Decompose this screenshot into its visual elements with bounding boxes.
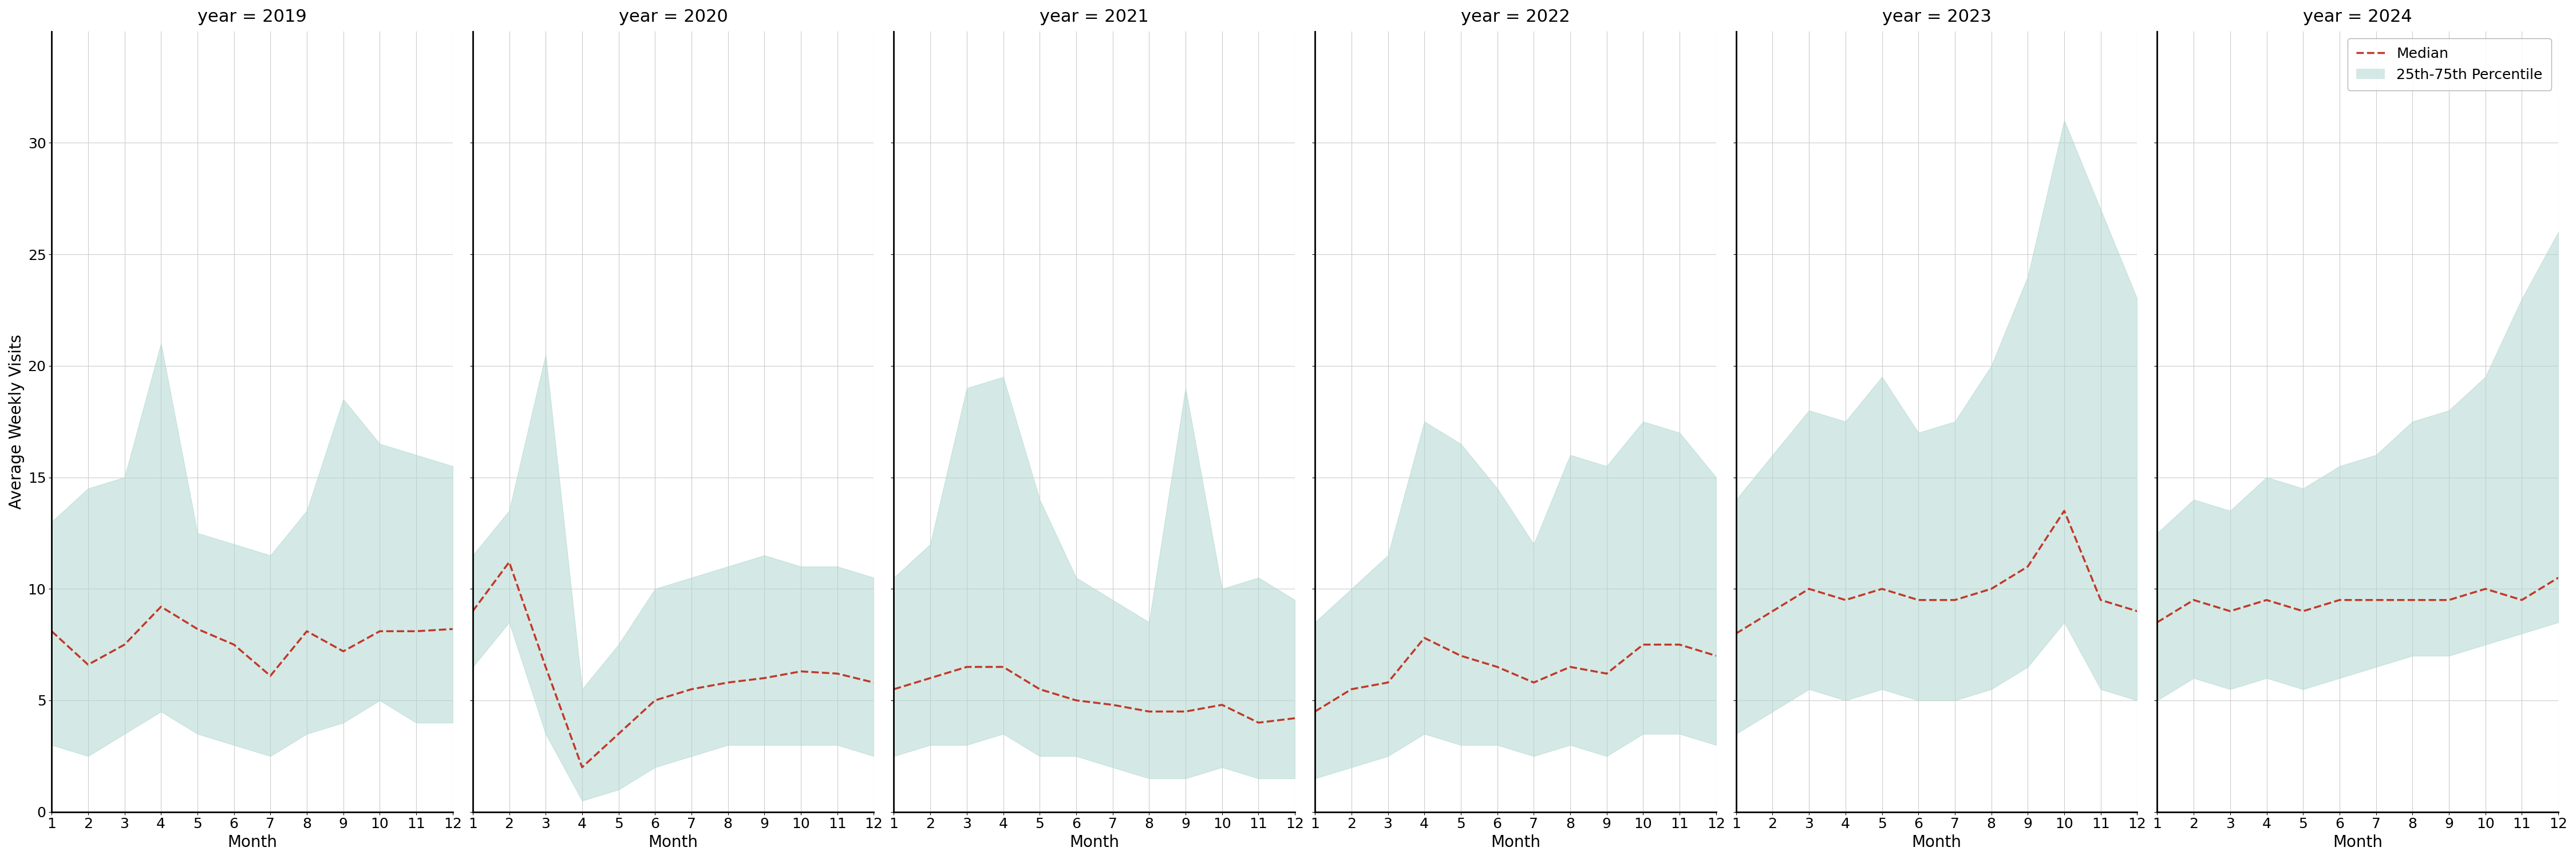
Median bbox=[144, 601, 175, 612]
Median bbox=[1170, 706, 1200, 716]
Median bbox=[2123, 606, 2154, 616]
Median bbox=[1298, 706, 1329, 716]
Median bbox=[987, 661, 1018, 672]
Median bbox=[878, 684, 909, 694]
Title: year = 2021: year = 2021 bbox=[1041, 9, 1149, 25]
Line: Median: Median bbox=[52, 606, 453, 676]
Median bbox=[1061, 695, 1092, 705]
Median bbox=[495, 557, 526, 567]
Median bbox=[531, 661, 562, 672]
Median bbox=[951, 661, 981, 672]
Median bbox=[1280, 713, 1311, 723]
Median bbox=[1700, 650, 1731, 661]
X-axis label: Month: Month bbox=[649, 834, 698, 850]
Median bbox=[1904, 595, 1935, 606]
Median bbox=[219, 639, 250, 649]
Median bbox=[2048, 506, 2079, 516]
Line: Median: Median bbox=[474, 562, 873, 767]
Title: year = 2020: year = 2020 bbox=[618, 9, 729, 25]
Median bbox=[1829, 595, 1860, 606]
Median bbox=[2360, 595, 2391, 606]
Y-axis label: Average Weekly Visits: Average Weekly Visits bbox=[8, 334, 26, 509]
Median bbox=[675, 684, 706, 694]
X-axis label: Month: Month bbox=[1911, 834, 1960, 850]
Median bbox=[1097, 700, 1128, 710]
Title: year = 2023: year = 2023 bbox=[1883, 9, 1991, 25]
Median bbox=[858, 678, 889, 688]
Median bbox=[2141, 617, 2172, 627]
Median bbox=[2506, 595, 2537, 606]
Median bbox=[1481, 661, 1512, 672]
Median bbox=[1337, 684, 1368, 694]
Median bbox=[291, 626, 322, 637]
X-axis label: Month: Month bbox=[1069, 834, 1121, 850]
Median bbox=[1793, 584, 1824, 594]
Median bbox=[459, 606, 489, 616]
Median bbox=[2434, 595, 2465, 606]
Median bbox=[1409, 633, 1440, 643]
Median bbox=[2012, 562, 2043, 572]
X-axis label: Month: Month bbox=[1492, 834, 1540, 850]
Title: year = 2019: year = 2019 bbox=[198, 9, 307, 25]
Median bbox=[1664, 639, 1695, 649]
Median bbox=[2470, 584, 2501, 594]
Median bbox=[822, 668, 853, 679]
Median bbox=[402, 626, 433, 637]
Median bbox=[2251, 595, 2282, 606]
Line: Median: Median bbox=[1736, 511, 2138, 633]
Median bbox=[1445, 650, 1476, 661]
Legend: Median, 25th-75th Percentile: Median, 25th-75th Percentile bbox=[2347, 39, 2550, 90]
Median bbox=[2287, 606, 2318, 616]
Median bbox=[438, 624, 469, 634]
Median bbox=[714, 678, 744, 688]
Median bbox=[1556, 661, 1587, 672]
Line: Median: Median bbox=[1314, 638, 1716, 711]
Median bbox=[1025, 684, 1056, 694]
X-axis label: Month: Month bbox=[227, 834, 278, 850]
Median bbox=[36, 626, 67, 637]
Title: year = 2022: year = 2022 bbox=[1461, 9, 1571, 25]
Median bbox=[1868, 584, 1899, 594]
Median bbox=[639, 695, 670, 705]
Median bbox=[1517, 678, 1548, 688]
Median bbox=[1721, 628, 1752, 638]
Median bbox=[363, 626, 394, 637]
Median bbox=[255, 671, 286, 681]
Median bbox=[1976, 584, 2007, 594]
Median bbox=[2543, 573, 2573, 583]
Median bbox=[2179, 595, 2210, 606]
Median bbox=[2084, 595, 2115, 606]
Median bbox=[1244, 717, 1275, 728]
Median bbox=[786, 667, 817, 677]
Median bbox=[2324, 595, 2354, 606]
Median bbox=[108, 639, 139, 649]
Median bbox=[72, 660, 103, 670]
Line: Median: Median bbox=[2156, 578, 2558, 622]
Median bbox=[603, 728, 634, 739]
Median bbox=[1940, 595, 1971, 606]
Median bbox=[183, 624, 214, 634]
Median bbox=[1133, 706, 1164, 716]
Median bbox=[750, 673, 781, 683]
Median bbox=[1628, 639, 1659, 649]
Line: Median: Median bbox=[894, 667, 1296, 722]
Median bbox=[914, 673, 945, 683]
Median bbox=[1373, 678, 1404, 688]
Median bbox=[1757, 606, 1788, 616]
Median bbox=[1206, 700, 1236, 710]
Median bbox=[2398, 595, 2429, 606]
Title: year = 2024: year = 2024 bbox=[2303, 9, 2411, 25]
Median bbox=[567, 762, 598, 772]
Median bbox=[1592, 668, 1623, 679]
X-axis label: Month: Month bbox=[2334, 834, 2383, 850]
Median bbox=[2215, 606, 2246, 616]
Median bbox=[327, 646, 358, 656]
